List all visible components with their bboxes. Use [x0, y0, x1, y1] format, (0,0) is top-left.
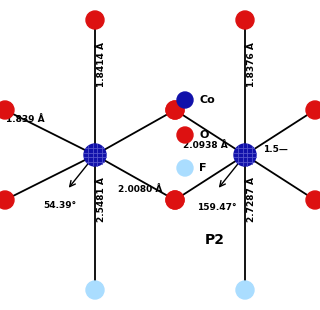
Circle shape	[0, 101, 14, 119]
Text: 2.5481 Å: 2.5481 Å	[98, 177, 107, 222]
Circle shape	[306, 101, 320, 119]
Text: 54.39°: 54.39°	[44, 201, 76, 210]
Text: 1.5—: 1.5—	[263, 145, 288, 154]
Circle shape	[306, 191, 320, 209]
Circle shape	[234, 144, 256, 166]
Text: 1.839 Å: 1.839 Å	[6, 116, 45, 125]
Text: P2: P2	[205, 233, 225, 247]
Circle shape	[166, 101, 184, 119]
Text: 1.8376 Å: 1.8376 Å	[247, 42, 257, 87]
Text: 2.0938 Å: 2.0938 Å	[183, 140, 228, 149]
Circle shape	[86, 281, 104, 299]
Text: Co: Co	[199, 95, 215, 105]
Circle shape	[177, 92, 193, 108]
Circle shape	[86, 11, 104, 29]
Text: 2.7287 Å: 2.7287 Å	[247, 177, 257, 222]
Text: 2.0080 Å: 2.0080 Å	[118, 185, 162, 194]
Circle shape	[177, 160, 193, 176]
Circle shape	[236, 281, 254, 299]
Text: 159.47°: 159.47°	[197, 202, 237, 211]
Circle shape	[236, 11, 254, 29]
Circle shape	[177, 127, 193, 143]
Circle shape	[166, 191, 184, 209]
Circle shape	[166, 191, 184, 209]
Text: F: F	[199, 163, 206, 173]
Circle shape	[0, 191, 14, 209]
Circle shape	[166, 101, 184, 119]
Text: 1.8414 Å: 1.8414 Å	[98, 42, 107, 87]
Text: O: O	[199, 130, 208, 140]
Circle shape	[84, 144, 106, 166]
